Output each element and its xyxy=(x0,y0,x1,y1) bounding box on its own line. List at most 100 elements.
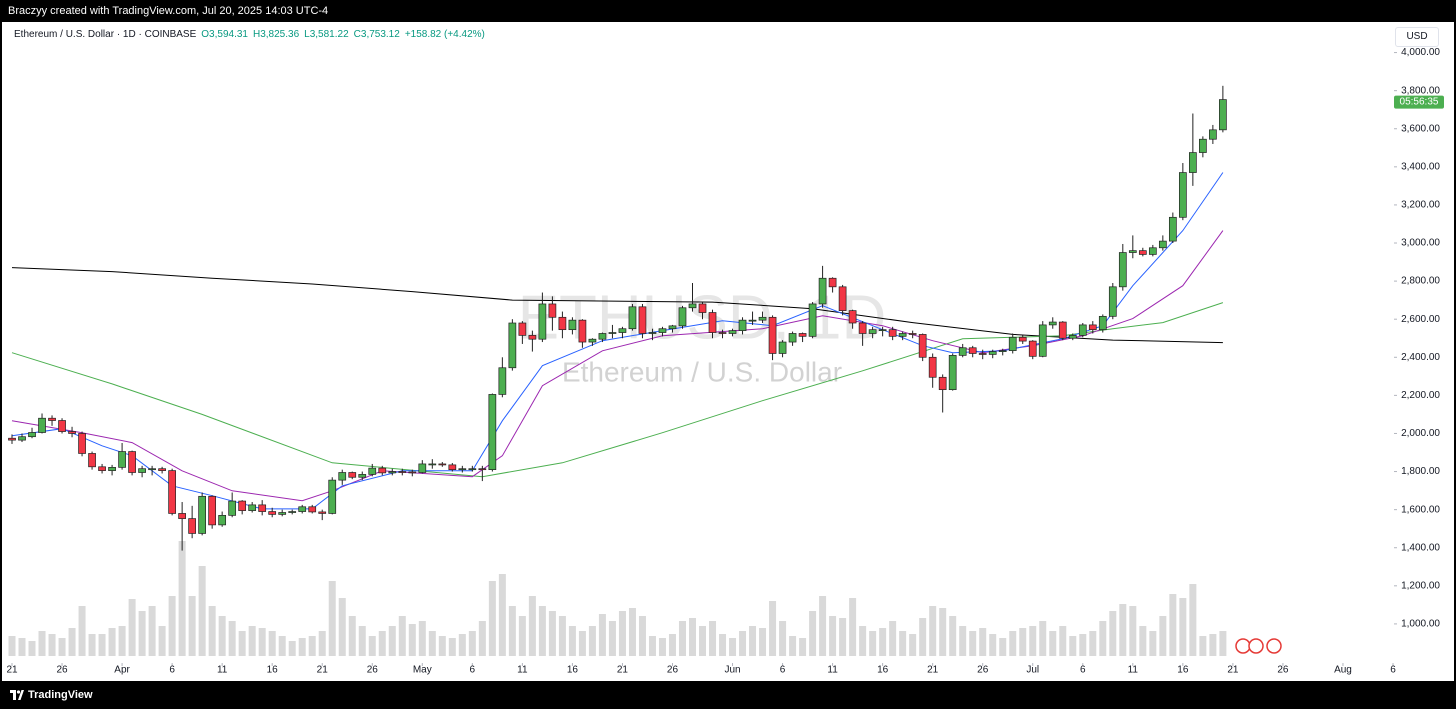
x-tick-label: 11 xyxy=(517,665,528,676)
candle-body xyxy=(438,463,447,466)
candle-body xyxy=(1209,129,1217,140)
candle-body xyxy=(238,500,247,511)
volume-bar xyxy=(298,638,306,656)
watermark-name: Ethereum / U.S. Dollar xyxy=(562,356,842,387)
candle-body xyxy=(828,277,837,288)
volume-bar xyxy=(268,631,276,656)
volume-bar xyxy=(508,606,516,656)
volume-bar xyxy=(248,626,256,656)
candle-body xyxy=(558,316,567,331)
candle-body xyxy=(1048,321,1057,326)
volume-bar xyxy=(618,611,626,656)
candle-body xyxy=(1189,152,1197,173)
x-tick-label: 6 xyxy=(470,665,476,676)
volume-bar xyxy=(348,616,356,656)
y-tick-label: 2,400.00 xyxy=(1401,352,1440,363)
volume-bar xyxy=(478,621,486,656)
candle-body xyxy=(568,319,577,331)
x-tick-label: 6 xyxy=(169,665,175,676)
volume-bar xyxy=(1049,631,1057,656)
volume-bar xyxy=(18,638,26,656)
candle-body xyxy=(478,468,487,471)
candle-body xyxy=(338,472,347,481)
candle-body xyxy=(808,303,817,337)
x-tick-label: 16 xyxy=(1177,665,1189,676)
x-tick-label: 11 xyxy=(827,665,838,676)
volume-bar xyxy=(939,608,947,656)
volume-bar xyxy=(258,628,266,656)
volume-bar xyxy=(1079,634,1087,656)
candle-body xyxy=(8,437,16,441)
volume-bar xyxy=(879,628,887,656)
legend-value: C3,753.12 xyxy=(353,29,400,40)
y-tick-label: 1,800.00 xyxy=(1401,466,1440,477)
volume-bar xyxy=(58,638,66,656)
volume-bar xyxy=(839,618,847,656)
volume-bar xyxy=(468,631,476,656)
volume-bar xyxy=(1129,606,1137,656)
y-tick-label: 3,600.00 xyxy=(1401,123,1440,134)
chart: ETHUSD, 1D Ethereum / U.S. Dollar 1,000.… xyxy=(6,47,1444,676)
legend-value: L3,581.22 xyxy=(304,29,349,40)
chart-pane: ETHUSD, 1D Ethereum / U.S. Dollar 1,000.… xyxy=(2,22,1454,681)
volume-bar xyxy=(538,606,546,656)
candle-body xyxy=(198,495,206,534)
candle-body xyxy=(868,329,877,334)
candle-body xyxy=(898,333,907,337)
volume-bar xyxy=(308,636,316,656)
candle-body xyxy=(318,511,327,514)
volume-bar xyxy=(739,631,747,656)
volume-bar xyxy=(899,631,907,656)
candle-body xyxy=(738,319,747,331)
candle-body xyxy=(68,431,76,434)
flag-icons xyxy=(1235,638,1282,654)
y-tick-label: 4,000.00 xyxy=(1401,47,1440,58)
candle-body xyxy=(968,347,977,354)
volume-bar xyxy=(909,634,917,656)
candle-body xyxy=(38,417,46,433)
candle-body xyxy=(1088,324,1097,331)
candle-body xyxy=(658,328,667,333)
volume-bar xyxy=(98,634,106,656)
candle-body xyxy=(618,328,627,333)
volume-bar xyxy=(709,621,717,656)
volume-bar xyxy=(378,631,386,656)
volume-bar xyxy=(1139,626,1147,656)
candle-body xyxy=(268,511,277,515)
volume-bar xyxy=(118,626,126,656)
x-tick-label: 16 xyxy=(877,665,889,676)
candle-body xyxy=(138,468,146,473)
candle-body xyxy=(348,472,357,478)
currency-button[interactable]: USD xyxy=(1395,27,1439,47)
volume-bar xyxy=(178,541,186,656)
volume-bar xyxy=(408,624,416,656)
candle-body xyxy=(538,303,547,340)
volume-bar xyxy=(608,621,616,656)
candle-body xyxy=(1108,286,1117,317)
candle-body xyxy=(1018,336,1027,342)
x-tick-label: 6 xyxy=(780,665,786,676)
volume-bar xyxy=(638,616,646,656)
volume-bar xyxy=(368,636,376,656)
candle-body xyxy=(1038,324,1047,357)
volume-bar xyxy=(1189,584,1197,656)
candle-body xyxy=(28,432,36,438)
x-tick-label: 6 xyxy=(1390,665,1396,676)
volume-bar xyxy=(138,611,146,656)
volume-bar xyxy=(989,634,997,656)
candle-body xyxy=(838,286,847,311)
candle-body xyxy=(1068,335,1077,339)
candle-body xyxy=(1008,336,1017,351)
volume-bar xyxy=(699,626,707,656)
candle-body xyxy=(258,504,267,512)
candle-body xyxy=(948,355,957,391)
volume-bar xyxy=(999,638,1007,656)
candle-body xyxy=(1058,321,1067,339)
legend: Ethereum / U.S. Dollar · 1D · COINBASE O3… xyxy=(14,29,485,40)
volume-bar xyxy=(949,616,957,656)
candle-body xyxy=(88,453,96,468)
candle-body xyxy=(1178,172,1187,218)
candle-body xyxy=(1148,247,1157,255)
volume-bar xyxy=(1219,631,1227,656)
volume-bar xyxy=(398,616,406,656)
